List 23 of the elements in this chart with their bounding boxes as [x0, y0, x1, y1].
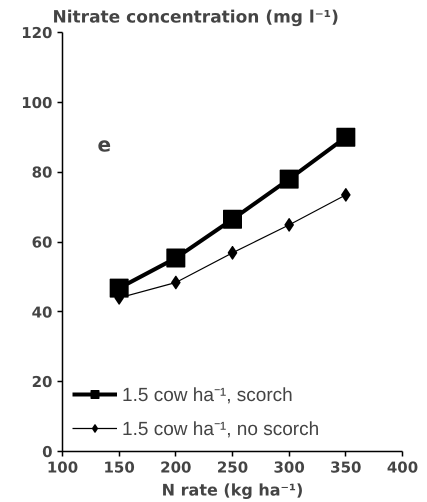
- y-tick-label: 60: [32, 234, 52, 252]
- x-tick-label: 250: [216, 458, 248, 476]
- chart-title: Nitrate concentration (mg l⁻¹): [52, 8, 339, 28]
- legend-label: 1.5 cow ha⁻¹, scorch: [122, 384, 293, 407]
- y-tick-label: 40: [32, 303, 52, 322]
- y-tick-label: 120: [21, 24, 52, 42]
- x-axis-title: N rate (kg ha⁻¹): [162, 480, 304, 500]
- x-tick-label: 400: [386, 458, 418, 476]
- point: [280, 170, 299, 189]
- point: [223, 210, 242, 229]
- point: [166, 248, 186, 268]
- x-tick-label: 300: [274, 458, 305, 476]
- x-tick-label: 350: [330, 458, 362, 476]
- y-tick-label: 0: [42, 443, 52, 461]
- legend-label: 1.5 cow ha⁻¹, no scorch: [122, 418, 320, 441]
- x-tick-label: 100: [46, 458, 78, 476]
- x-tick-label: 150: [104, 458, 135, 476]
- y-tick-label: 20: [32, 373, 52, 392]
- y-tick-label: 80: [32, 164, 52, 182]
- annotation: e: [98, 132, 112, 156]
- x-tick-label: 200: [160, 458, 192, 476]
- point: [336, 128, 356, 147]
- y-tick-label: 100: [21, 94, 52, 112]
